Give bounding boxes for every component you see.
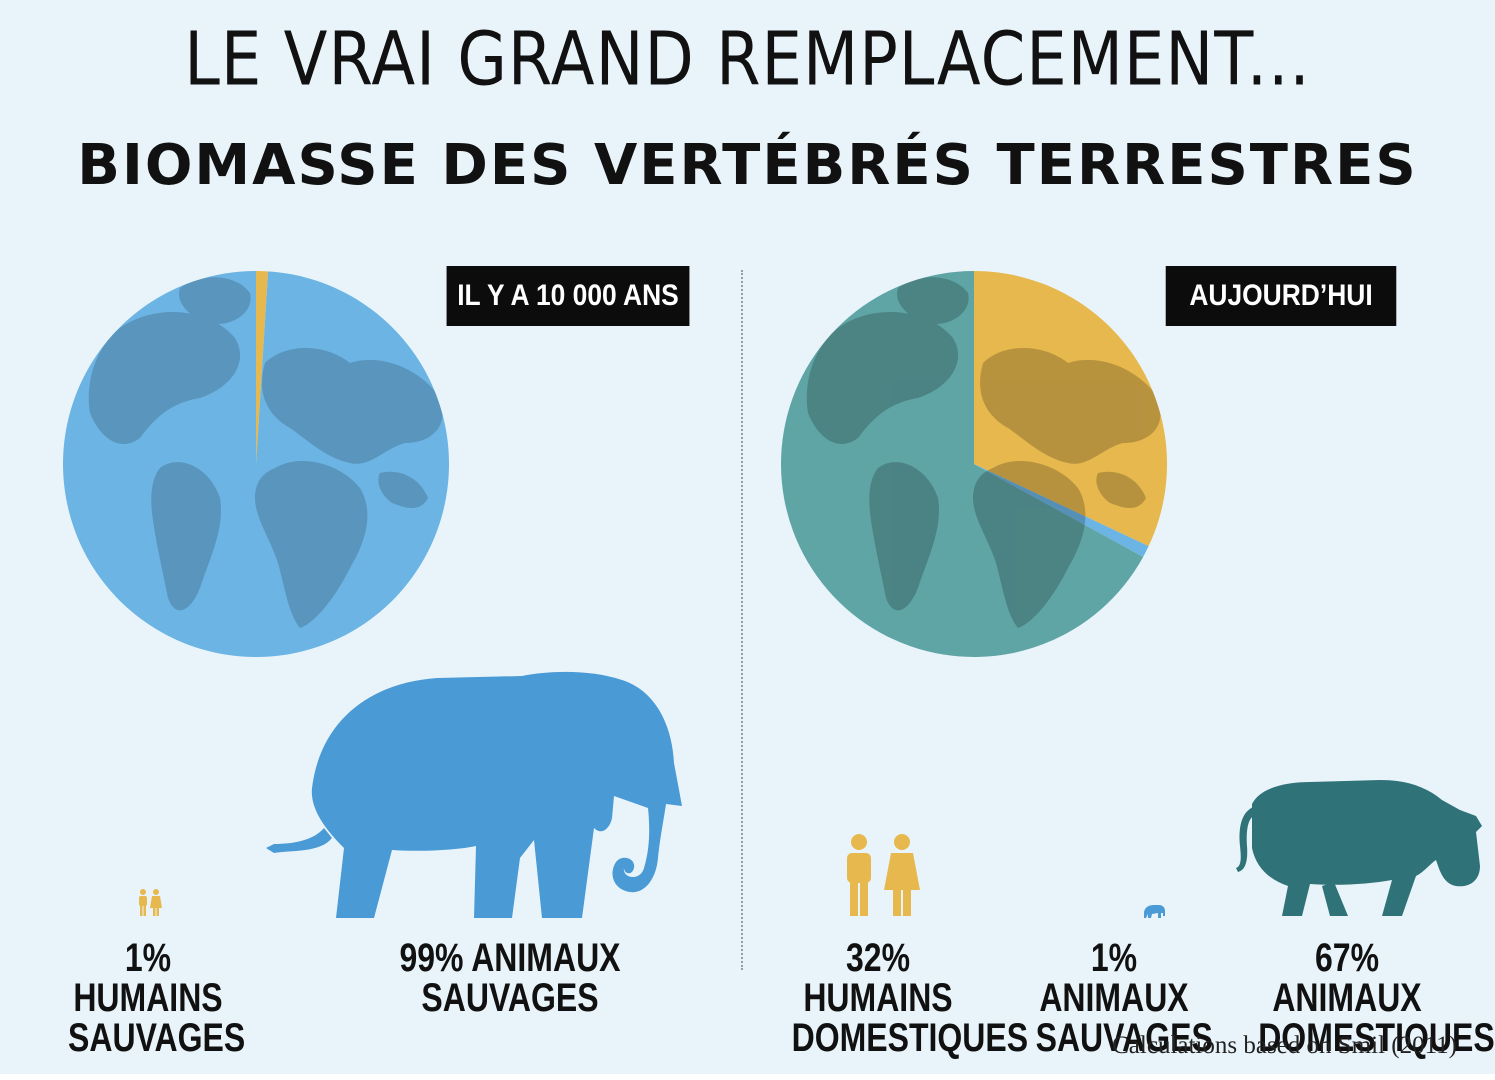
cow-icon [1236,780,1482,916]
label-line: SAUVAGES [1035,1016,1213,1060]
header-title: LE VRAI GRAND REMPLACEMENT... [184,18,1311,104]
globe-icon [806,277,1161,628]
pie-10000-slice-0 [256,271,269,464]
tag-10000-years: IL Y A 10 000 ANS [446,266,690,326]
source-note: Calculations based on Smil (2011) [1112,1032,1457,1059]
label-line: 1% ANIMAUX [1039,936,1189,1020]
pie-today-slice-0 [974,271,1167,547]
label-animaux-sauvages-left: 99% ANIMAUX SAUVAGES [399,936,621,1020]
label-line: 1% HUMAINS [73,936,223,1020]
tag-aujourdhui: AUJOURD’HUI [1165,266,1397,326]
pie-today-slice-1 [974,464,1149,557]
pie-aujourdhui [781,271,1167,657]
divider [741,270,743,970]
pie-today-slice-2 [781,271,1144,657]
bottom-edge [0,1074,1495,1080]
chart-title: BIOMASSE DES VERTÉBRÉS TERRESTRES [77,133,1418,198]
label-humains-domestiques: 32% HUMAINS DOMESTIQUES [791,936,1029,1060]
humans-icon [139,889,162,916]
label-line: DOMESTIQUES [791,1016,1029,1060]
label-humains-sauvages: 1% HUMAINS SAUVAGES [68,936,246,1060]
globe-icon [88,277,443,628]
humans-icon [847,834,920,916]
elephant-icon [1144,905,1165,918]
label-animaux-sauvages-right: 1% ANIMAUX SAUVAGES [1035,936,1213,1060]
pie-10000-slice-1 [62,271,449,657]
label-line: SAUVAGES [68,1016,246,1060]
label-line: 67% ANIMAUX [1272,936,1422,1020]
label-line: 32% HUMAINS [803,936,953,1020]
elephant-icon [266,671,682,918]
pie-10000-years [62,271,449,657]
